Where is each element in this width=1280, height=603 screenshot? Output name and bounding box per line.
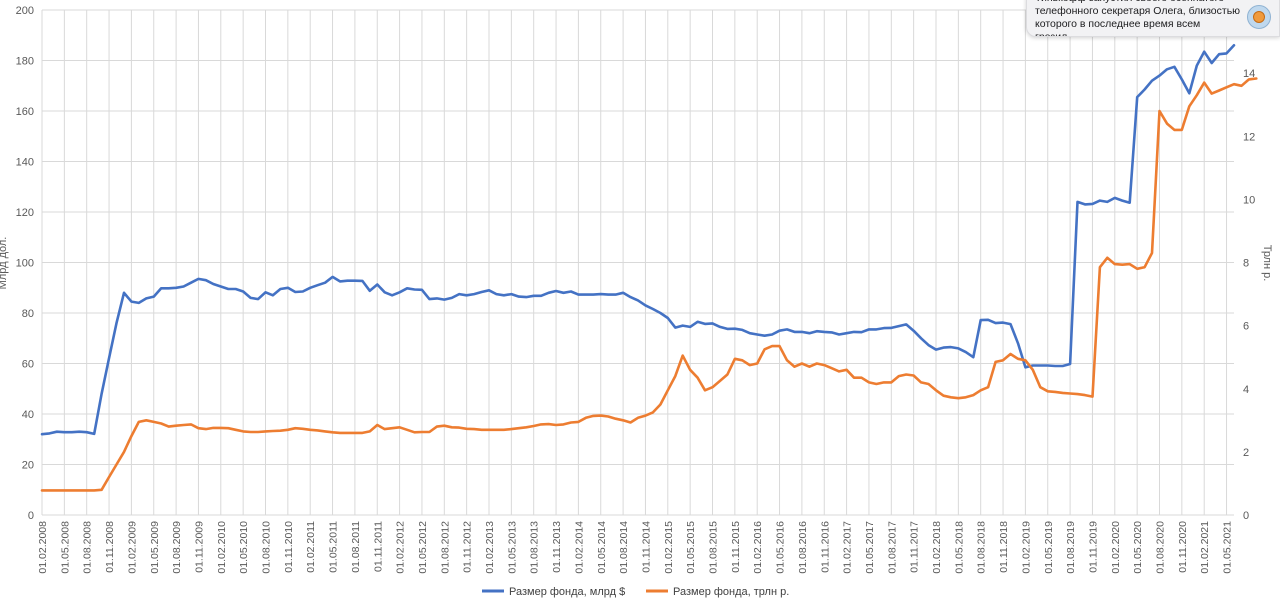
x-tick-label: 01.05.2011	[328, 521, 340, 573]
x-tick-label: 01.11.2008	[104, 521, 116, 573]
x-tick-label: 01.02.2008	[37, 521, 49, 574]
x-tick-label: 01.02.2019	[1020, 521, 1032, 574]
x-tick-label: 01.08.2012	[439, 521, 451, 574]
x-tick-label: 01.11.2017	[909, 521, 921, 573]
y2-tick-label: 14	[1243, 68, 1255, 80]
y2-tick-label: 10	[1243, 194, 1255, 206]
x-tick-label: 01.08.2010	[261, 521, 273, 574]
x-tick-label: 01.11.2012	[462, 521, 474, 573]
x-tick-label: 01.11.2014	[640, 521, 652, 573]
x-tick-label: 01.02.2014	[573, 521, 585, 574]
y2-tick-label: 4	[1243, 384, 1249, 396]
y-tick-label: 80	[22, 308, 34, 320]
y-tick-label: 180	[16, 56, 34, 68]
legend-label: Размер фонда, трлн р.	[673, 586, 789, 598]
x-tick-label: 01.05.2013	[506, 521, 518, 574]
x-tick-label: 01.02.2020	[1110, 521, 1122, 574]
y-tick-label: 60	[22, 359, 34, 371]
x-tick-label: 01.11.2016	[819, 521, 831, 573]
y2-tick-label: 0	[1243, 510, 1249, 522]
y-tick-label: 140	[16, 157, 34, 169]
y-tick-label: 100	[16, 258, 34, 270]
y2-tick-label: 2	[1243, 447, 1249, 459]
x-tick-label: 01.08.2013	[529, 521, 541, 574]
x-tick-label: 01.02.2015	[663, 521, 675, 574]
channel-avatar-icon	[1247, 5, 1271, 29]
x-tick-label: 01.05.2021	[1222, 521, 1234, 574]
x-tick-label: 01.02.2017	[842, 521, 854, 574]
x-tick-label: 01.02.2012	[395, 521, 407, 574]
x-tick-label: 01.02.2021	[1199, 521, 1211, 574]
x-tick-label: 01.05.2020	[1132, 521, 1144, 574]
y-tick-label: 20	[22, 460, 34, 472]
x-tick-label: 01.05.2015	[685, 521, 697, 574]
x-tick-label: 01.05.2012	[417, 521, 429, 574]
x-tick-label: 01.02.2018	[931, 521, 943, 574]
x-tick-label: 01.02.2010	[216, 521, 228, 574]
x-tick-label: 01.05.2017	[864, 521, 876, 574]
x-tick-label: 01.05.2014	[596, 521, 608, 574]
y2-axis-title: Трлн р.	[1261, 245, 1273, 282]
y2-tick-label: 8	[1243, 258, 1249, 270]
x-tick-label: 01.08.2016	[797, 521, 809, 574]
y-tick-label: 160	[16, 106, 34, 118]
x-tick-label: 01.05.2009	[149, 521, 161, 574]
x-tick-label: 01.05.2019	[1043, 521, 1055, 574]
x-tick-label: 01.08.2020	[1155, 521, 1167, 574]
x-tick-label: 01.02.2009	[126, 521, 138, 574]
x-tick-label: 01.08.2014	[618, 521, 630, 574]
x-tick-label: 01.11.2018	[998, 521, 1010, 573]
y-axis-title: Млрд дол.	[0, 237, 9, 290]
x-tick-label: 01.02.2016	[752, 521, 764, 574]
x-tick-label: 01.05.2018	[953, 521, 965, 574]
x-tick-label: 01.08.2015	[708, 521, 720, 574]
x-tick-label: 01.08.2009	[171, 521, 183, 574]
legend-label: Размер фонда, млрд $	[509, 586, 625, 598]
y-tick-label: 120	[16, 207, 34, 219]
x-tick-label: 01.11.2015	[730, 521, 742, 573]
x-tick-label: 01.11.2011	[372, 521, 384, 572]
y-tick-label: 0	[28, 510, 34, 522]
y2-tick-label: 12	[1243, 131, 1255, 143]
x-tick-label: 01.11.2009	[193, 521, 205, 573]
x-tick-label: 01.08.2018	[976, 521, 988, 574]
series-line-2	[40, 77, 1258, 492]
x-tick-label: 01.02.2013	[484, 521, 496, 574]
x-tick-label: 01.08.2019	[1065, 521, 1077, 574]
x-tick-label: 01.05.2016	[775, 521, 787, 574]
notification-popup[interactable]: Тинькофф запустил своего осеннатого теле…	[1026, 0, 1280, 37]
x-tick-label: 01.02.2011	[305, 521, 317, 573]
x-tick-label: 01.08.2017	[886, 521, 898, 574]
x-tick-label: 01.05.2010	[238, 521, 250, 574]
y-tick-label: 200	[16, 5, 34, 17]
x-tick-label: 01.08.2011	[350, 521, 362, 573]
y-tick-label: 40	[22, 409, 34, 421]
y2-tick-label: 6	[1243, 321, 1249, 333]
x-tick-label: 01.05.2008	[59, 521, 71, 574]
notification-text: Тинькофф запустил своего осеннатого теле…	[1035, 0, 1241, 37]
x-tick-label: 01.11.2020	[1177, 521, 1189, 573]
x-tick-label: 01.11.2013	[551, 521, 563, 573]
x-tick-label: 01.11.2010	[283, 521, 295, 573]
series-line-1	[40, 43, 1236, 436]
x-tick-label: 01.11.2019	[1087, 521, 1099, 573]
x-tick-label: 01.08.2008	[82, 521, 94, 574]
